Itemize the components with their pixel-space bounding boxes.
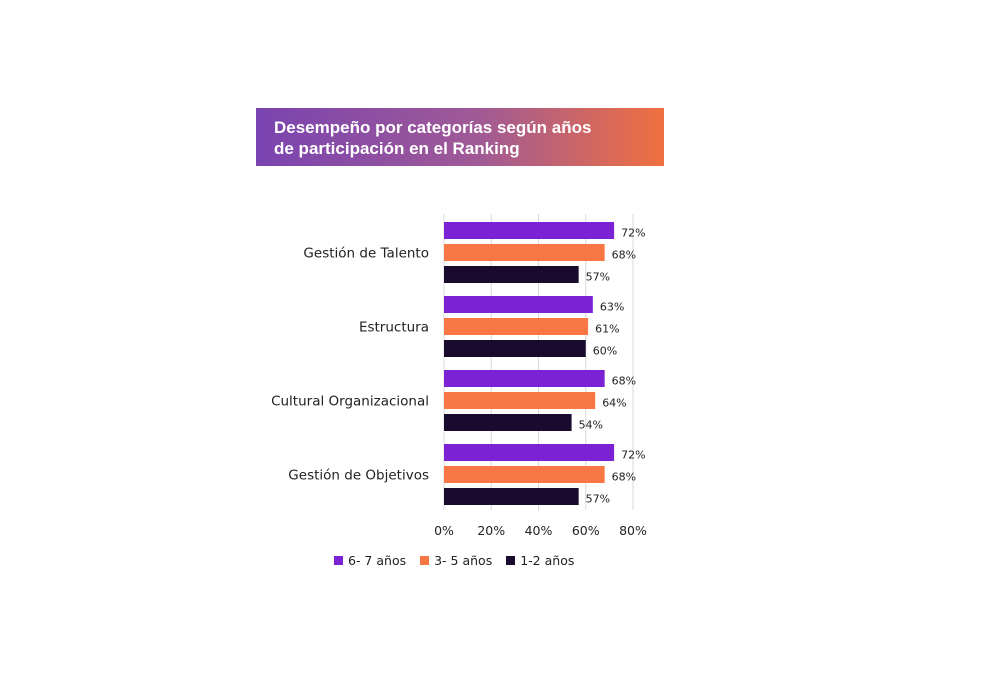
chart-legend: 6- 7 años 3- 5 años 1-2 años — [334, 553, 574, 568]
bar — [444, 466, 605, 483]
data-label: 57% — [586, 271, 610, 284]
bar — [444, 296, 593, 313]
data-label: 68% — [612, 471, 636, 484]
data-label: 72% — [621, 227, 645, 240]
x-tick-label: 0% — [434, 523, 454, 538]
legend-item-series-3: 1-2 años — [506, 553, 574, 568]
chart-title-line-1: Desempeño por categorías según años — [274, 118, 592, 137]
bar — [444, 414, 572, 431]
category-label: Gestión de Objetivos — [288, 468, 429, 484]
data-label: 61% — [595, 323, 619, 336]
category-label: Gestión de Talento — [303, 246, 429, 262]
data-label: 68% — [612, 375, 636, 388]
data-label: 68% — [612, 249, 636, 262]
legend-swatch-series-2 — [420, 556, 430, 565]
x-tick-label: 40% — [525, 523, 553, 538]
bar — [444, 444, 615, 461]
data-label: 63% — [600, 301, 624, 314]
legend-swatch-series-1 — [334, 556, 343, 565]
legend-label-series-1: 6- 7 años — [348, 553, 407, 568]
data-label: 60% — [593, 345, 617, 358]
data-label: 57% — [586, 493, 610, 506]
x-tick-label: 60% — [572, 523, 600, 538]
legend-swatch-series-3 — [506, 556, 516, 565]
data-label: 64% — [602, 397, 626, 410]
legend-item-series-2: 3- 5 años — [420, 553, 492, 568]
x-tick-label: 80% — [619, 523, 647, 538]
bar — [444, 222, 615, 239]
bar — [444, 318, 589, 335]
bar — [444, 340, 586, 357]
legend-label-series-2: 3- 5 años — [434, 553, 493, 568]
legend-label-series-3: 1-2 años — [520, 553, 575, 568]
bar — [444, 392, 596, 409]
x-tick-label: 20% — [477, 523, 505, 538]
bar — [444, 488, 579, 505]
bar — [444, 266, 579, 283]
data-label: 72% — [621, 449, 645, 462]
chart-title-line-2: de participación en el Ranking — [274, 139, 520, 158]
category-label: Estructura — [359, 320, 429, 336]
chart-title-banner: Desempeño por categorías según años de p… — [256, 108, 664, 166]
bar — [444, 244, 605, 261]
category-label: Cultural Organizacional — [271, 394, 429, 410]
bar — [444, 370, 605, 387]
data-label: 54% — [579, 419, 603, 432]
legend-item-series-1: 6- 7 años — [334, 553, 406, 568]
